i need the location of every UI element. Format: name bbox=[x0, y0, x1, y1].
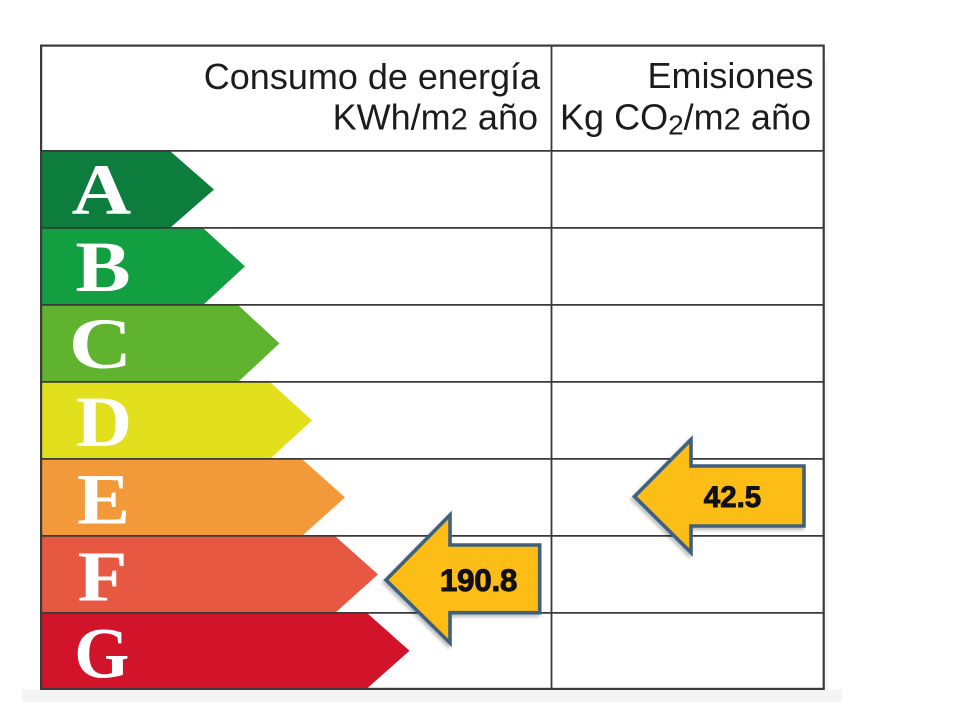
svg-text:Emisiones: Emisiones bbox=[647, 55, 813, 96]
svg-text:F: F bbox=[78, 538, 128, 617]
svg-text:G: G bbox=[74, 615, 129, 694]
svg-text:KWh/m2 año: KWh/m2 año bbox=[333, 97, 538, 138]
svg-text:42.5: 42.5 bbox=[704, 481, 761, 514]
svg-text:E: E bbox=[77, 461, 130, 540]
svg-text:B: B bbox=[75, 228, 130, 307]
svg-text:A: A bbox=[72, 151, 132, 230]
svg-text:190.8: 190.8 bbox=[440, 562, 517, 598]
svg-text:D: D bbox=[76, 383, 132, 462]
svg-text:Kg CO2/m2 año: Kg CO2/m2 año bbox=[560, 97, 811, 141]
svg-text:Consumo de energía: Consumo de energía bbox=[204, 56, 541, 97]
svg-text:C: C bbox=[69, 305, 132, 384]
